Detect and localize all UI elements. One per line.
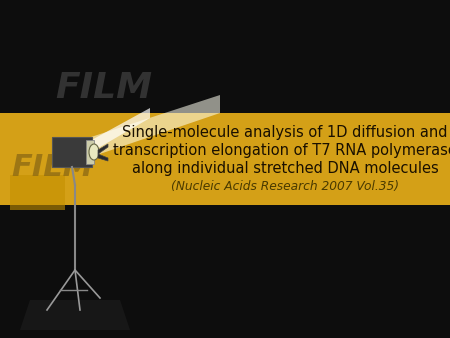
Text: transcription elongation of T7 RNA polymerase: transcription elongation of T7 RNA polym… bbox=[113, 143, 450, 158]
Bar bbox=[52, 137, 92, 167]
Bar bbox=[86, 140, 94, 164]
Bar bbox=[10, 175, 65, 210]
Polygon shape bbox=[98, 144, 108, 154]
Bar bbox=[0, 113, 450, 205]
Polygon shape bbox=[98, 154, 108, 161]
Polygon shape bbox=[20, 300, 130, 330]
Text: Single-molecule analysis of 1D diffusion and: Single-molecule analysis of 1D diffusion… bbox=[122, 124, 448, 140]
Text: along individual stretched DNA molecules: along individual stretched DNA molecules bbox=[131, 161, 438, 175]
Text: (Nucleic Acids Research 2007 Vol.35): (Nucleic Acids Research 2007 Vol.35) bbox=[171, 180, 399, 193]
Polygon shape bbox=[88, 95, 220, 158]
Polygon shape bbox=[88, 108, 150, 154]
Ellipse shape bbox=[89, 144, 99, 160]
Text: FILM: FILM bbox=[55, 71, 153, 105]
Text: FILM: FILM bbox=[11, 153, 93, 183]
